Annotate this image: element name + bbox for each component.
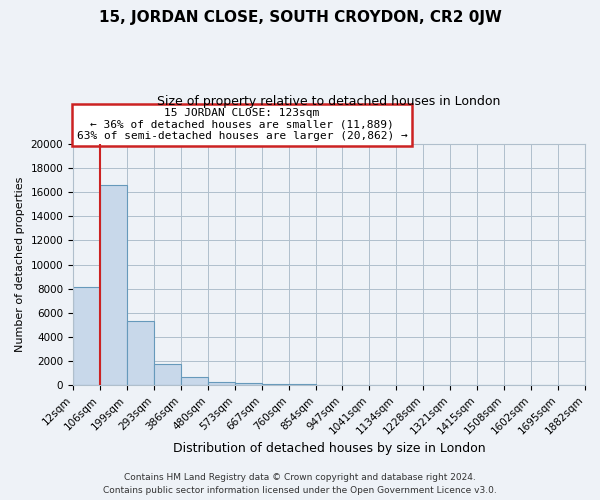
Title: Size of property relative to detached houses in London: Size of property relative to detached ho… — [157, 95, 501, 108]
Y-axis label: Number of detached properties: Number of detached properties — [15, 177, 25, 352]
Text: Contains HM Land Registry data © Crown copyright and database right 2024.
Contai: Contains HM Land Registry data © Crown c… — [103, 474, 497, 495]
Bar — [154, 364, 181, 385]
Text: 15 JORDAN CLOSE: 123sqm
← 36% of detached houses are smaller (11,889)
63% of sem: 15 JORDAN CLOSE: 123sqm ← 36% of detache… — [77, 108, 407, 142]
Text: 15, JORDAN CLOSE, SOUTH CROYDON, CR2 0JW: 15, JORDAN CLOSE, SOUTH CROYDON, CR2 0JW — [98, 10, 502, 25]
X-axis label: Distribution of detached houses by size in London: Distribution of detached houses by size … — [173, 442, 485, 455]
Bar — [127, 321, 154, 385]
Bar — [100, 185, 127, 385]
Bar — [262, 384, 289, 385]
Bar — [289, 384, 316, 385]
Bar — [235, 383, 262, 385]
Bar — [208, 382, 235, 385]
Bar — [73, 288, 100, 385]
Bar — [181, 378, 208, 385]
